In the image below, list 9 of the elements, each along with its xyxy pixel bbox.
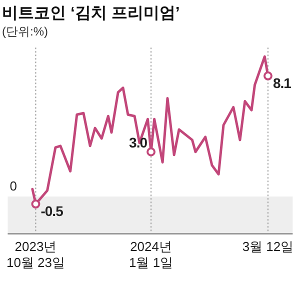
- data-label: 8.1: [272, 74, 292, 91]
- data-label: -0.5: [40, 202, 64, 219]
- annotation: 0: [10, 178, 17, 194]
- chart-subtitle: (단위:%): [2, 24, 48, 39]
- data-label: 3.0: [129, 134, 148, 151]
- chart-title: 비트코인 ‘김치 프리미엄’: [2, 5, 180, 22]
- x-tick-label: 3월 12일: [242, 239, 294, 254]
- x-tick-label: 2023년 10월 23일: [6, 239, 65, 270]
- x-tick-label: 2024년 1월 1일: [128, 239, 174, 270]
